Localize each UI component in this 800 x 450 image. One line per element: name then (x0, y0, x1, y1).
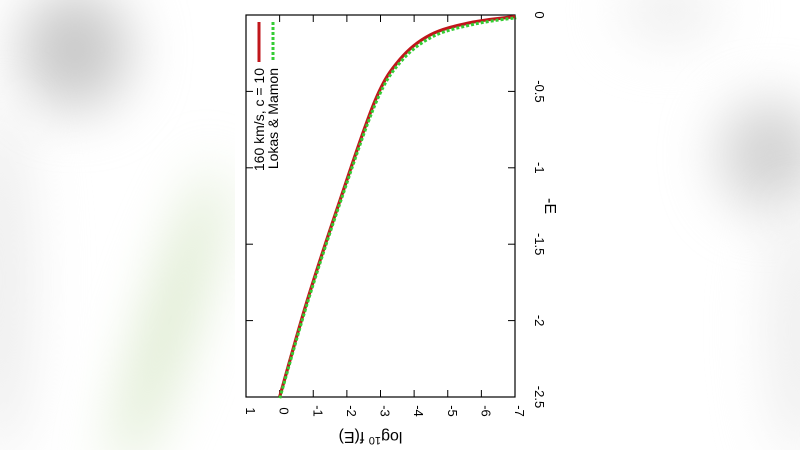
x-tick-label: -2.5 (532, 386, 547, 408)
x-tick-label: 0 (532, 11, 547, 18)
y-tick-label: -1 (310, 405, 325, 417)
figure-panel (235, 0, 565, 450)
background-blob-gray (20, 0, 130, 110)
legend-label-lokas-mamon: Lokas & Mamon (265, 68, 281, 169)
legend-label-160kms: 160 km/s, c = 10 (251, 68, 267, 171)
plot-border (245, 14, 516, 398)
x-tick-label: -1.5 (532, 233, 547, 255)
y-tick-label: 1 (243, 407, 258, 414)
y-tick-label: -7 (512, 405, 527, 417)
plot-frame (245, 14, 516, 398)
y-tick-label: -5 (445, 405, 460, 417)
series-lokas-mamon-line (278, 16, 517, 399)
y-tick-label: 0 (277, 407, 292, 414)
y-tick-label: -6 (478, 405, 493, 417)
x-tick-label: -1 (532, 162, 547, 174)
x-axis-label: -E (541, 198, 558, 214)
series-160kms-line (278, 14, 516, 398)
data-series (278, 14, 517, 399)
axis-labels: -E log10 f(E) (339, 198, 558, 446)
y-tick-label: -2 (344, 405, 359, 417)
y-tick-label: -3 (378, 405, 393, 417)
x-tick-label: -2 (532, 315, 547, 327)
background-blob-right-gray (720, 100, 800, 210)
y-axis-label: log10 f(E) (339, 428, 403, 446)
y-tick-label: -4 (411, 405, 426, 417)
x-tick-label: -0.5 (532, 80, 547, 102)
axis-ticks: 0 -0.5 -1 -1.5 -2 -2.5 1 0 -1 -2 -3 -4 -5 -6 -7 (243, 11, 547, 416)
